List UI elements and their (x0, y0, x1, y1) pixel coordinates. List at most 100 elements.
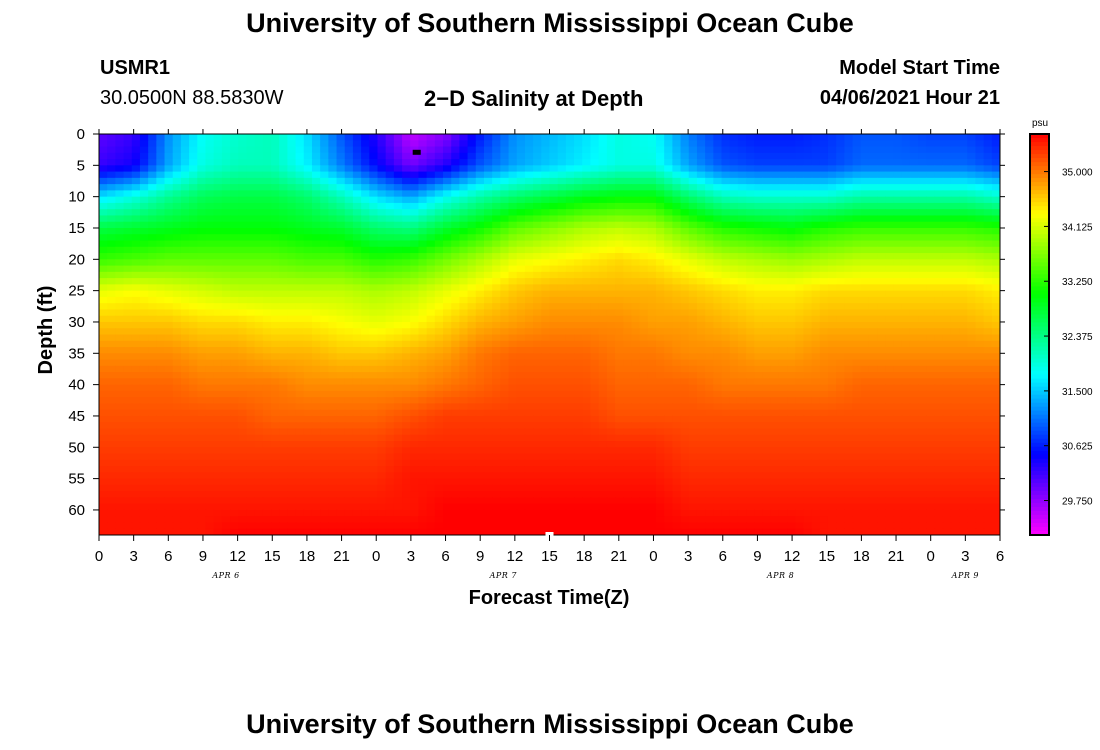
heatmap-cell (320, 397, 329, 405)
heatmap-cell (189, 190, 198, 198)
heatmap-cell (303, 152, 313, 160)
heatmap-cell (574, 321, 583, 329)
heatmap-cell (672, 378, 682, 386)
heatmap-cell (811, 190, 821, 198)
heatmap-cell (926, 202, 936, 210)
heatmap-cell (983, 140, 993, 148)
heatmap-cell (230, 140, 239, 148)
heatmap-cell (574, 365, 583, 373)
heatmap-cell (500, 278, 510, 285)
heatmap-cell (950, 184, 960, 191)
heatmap (99, 134, 1000, 535)
heatmap-cell (795, 296, 805, 304)
heatmap-cell (827, 253, 837, 260)
heatmap-cell (402, 234, 411, 242)
heatmap-cell (877, 165, 886, 173)
heatmap-cell (483, 171, 493, 179)
heatmap-cell (148, 278, 157, 285)
heatmap-cell (483, 303, 493, 311)
heatmap-cell (729, 227, 739, 235)
heatmap-cell (189, 290, 198, 298)
heatmap-cell (746, 315, 755, 323)
heatmap-cell (868, 347, 878, 354)
heatmap-cell (483, 190, 493, 198)
heatmap-cell (639, 171, 649, 179)
heatmap-cell (107, 403, 116, 411)
heatmap-cell (655, 359, 665, 367)
heatmap-cell (377, 309, 387, 317)
heatmap-cell (336, 296, 346, 304)
heatmap-cell (623, 347, 633, 354)
heatmap-cell (877, 278, 886, 285)
station-id: USMR1 (100, 57, 171, 79)
heatmap-cell (107, 334, 116, 342)
heatmap-cell (254, 397, 264, 405)
heatmap-cell (303, 159, 313, 166)
heatmap-cell (344, 184, 354, 191)
heatmap-cell (778, 196, 788, 204)
heatmap-cell (827, 359, 837, 367)
heatmap-cell (475, 303, 485, 311)
heatmap-cell (369, 278, 379, 285)
heatmap-cell (238, 196, 248, 204)
heatmap-cell (877, 227, 886, 235)
heatmap-cell (950, 296, 960, 304)
heatmap-cell (533, 271, 542, 279)
heatmap-cell (893, 146, 903, 154)
heatmap-cell (197, 134, 207, 141)
heatmap-cell (688, 140, 698, 148)
heatmap-cell (508, 321, 518, 329)
heatmap-cell (508, 290, 518, 298)
heatmap-cell (328, 159, 338, 166)
heatmap-cell (967, 384, 977, 392)
heatmap-cell (737, 227, 747, 235)
heatmap-cell (967, 152, 977, 160)
heatmap-cell (205, 390, 215, 398)
heatmap-cell (156, 246, 166, 254)
heatmap-cell (893, 328, 903, 336)
heatmap-cell (541, 384, 551, 392)
heatmap-cell (279, 171, 288, 179)
heatmap-cell (205, 202, 215, 210)
heatmap-cell (606, 321, 616, 329)
heatmap-cell (180, 134, 190, 141)
heatmap-cell (549, 202, 559, 210)
heatmap-cell (811, 246, 821, 254)
heatmap-cell (328, 359, 338, 367)
heatmap-cell (164, 265, 174, 273)
heatmap-cell (238, 234, 248, 242)
heatmap-cell (557, 152, 567, 160)
heatmap-cell (623, 303, 633, 311)
heatmap-cell (696, 159, 706, 166)
heatmap-cell (115, 278, 125, 285)
heatmap-cell (131, 340, 141, 348)
heatmap-cell (213, 253, 223, 260)
heatmap-cell (311, 372, 321, 379)
heatmap-cell (303, 221, 313, 229)
heatmap-cell (696, 397, 706, 405)
heatmap-cell (271, 259, 280, 267)
heatmap-cell (746, 334, 755, 342)
heatmap-cell (311, 140, 321, 148)
heatmap-cell (918, 259, 927, 267)
heatmap-cell (451, 234, 460, 242)
heatmap-cell (926, 365, 936, 373)
heatmap-cell (557, 171, 567, 179)
heatmap-cell (770, 378, 780, 386)
heatmap-cell (295, 365, 305, 373)
heatmap-cell (942, 290, 952, 298)
heatmap-cell (418, 221, 428, 229)
heatmap-cell (860, 359, 870, 367)
heatmap-cell (549, 290, 559, 298)
heatmap-cell (213, 365, 223, 373)
heatmap-cell (221, 134, 231, 141)
heatmap-cell (385, 240, 395, 248)
heatmap-cell (631, 403, 641, 411)
heatmap-cell (492, 303, 501, 311)
heatmap-cell (803, 140, 813, 148)
heatmap-cell (352, 390, 362, 398)
heatmap-cell (631, 190, 641, 198)
heatmap-cell (590, 321, 600, 329)
heatmap-cell (819, 190, 829, 198)
heatmap-cell (279, 253, 288, 260)
